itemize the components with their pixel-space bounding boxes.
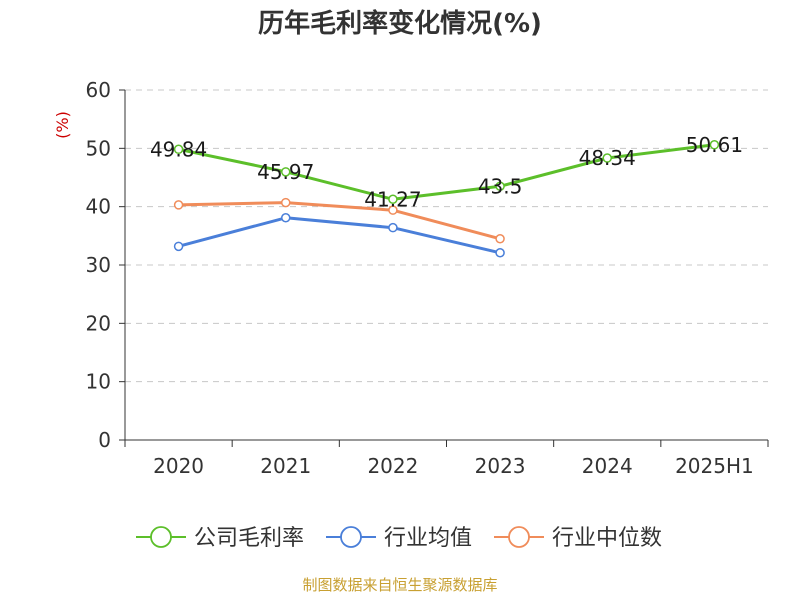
- chart-title: 历年毛利率变化情况(%): [258, 8, 542, 39]
- y-tick-label: 30: [86, 253, 111, 277]
- y-axis-unit-label: (%): [53, 111, 72, 139]
- data-labels: 49.84 45.97 41.27 43.5 48.34 50.61: [150, 133, 743, 211]
- source-note: 制图数据来自恒生聚源数据库: [302, 576, 497, 594]
- series-3: [173, 197, 505, 244]
- x-tick-label: 2021: [260, 454, 311, 478]
- data-point: [281, 197, 291, 208]
- grid-lines: [125, 89, 768, 383]
- series-line: [177, 216, 502, 255]
- data-point: [281, 213, 291, 223]
- data-point: [388, 222, 398, 233]
- axes: 0 10 20 30 40 50 60 2020 2021 2022 2023 2024 2025H1: [86, 78, 769, 478]
- series-line: [177, 143, 716, 201]
- x-tick-label: 2020: [153, 454, 204, 478]
- series-1: [173, 140, 720, 205]
- legend-item-3: 行业中位数: [494, 526, 662, 551]
- data-point: [388, 205, 398, 215]
- data-point: [281, 167, 291, 177]
- series-line: [177, 201, 502, 241]
- data-point: [495, 248, 505, 258]
- data-label: 48.34: [579, 146, 636, 170]
- series-2: [173, 213, 505, 258]
- legend-label: 公司毛利率: [194, 526, 304, 551]
- legend-marker: [340, 526, 362, 548]
- x-tick-label: 2024: [582, 454, 633, 478]
- data-label: 45.97: [257, 160, 314, 184]
- y-tick-label: 0: [98, 428, 111, 452]
- y-tick-label: 10: [86, 370, 111, 394]
- y-tick-label: 60: [86, 78, 111, 102]
- data-label: 43.5: [478, 174, 523, 198]
- y-tick-label: 20: [86, 311, 111, 335]
- x-tick-label: 2025H1: [675, 454, 754, 478]
- legend-item-1: 公司毛利率: [136, 526, 304, 551]
- data-point: [602, 153, 612, 163]
- data-point: [173, 241, 184, 252]
- legend-label: 行业中位数: [552, 526, 662, 551]
- data-point: [173, 144, 184, 155]
- data-point: [173, 200, 184, 210]
- data-point: [709, 140, 720, 150]
- data-point: [495, 181, 505, 191]
- x-tick-label: 2022: [367, 454, 418, 478]
- legend-item-2: 行业均值: [326, 526, 472, 551]
- data-point: [495, 234, 505, 244]
- legend-label: 行业均值: [384, 526, 472, 551]
- legend-marker: [508, 526, 530, 548]
- y-tick-label: 40: [86, 195, 111, 219]
- y-tick-label: 50: [86, 136, 111, 160]
- x-tick-label: 2023: [475, 454, 526, 478]
- plot-area: [173, 140, 720, 258]
- data-point: [388, 194, 398, 205]
- data-label: 50.61: [686, 133, 743, 157]
- data-label: 49.84: [150, 137, 207, 161]
- legend: 公司毛利率 行业均值 行业中位数: [136, 526, 662, 551]
- data-label: 41.27: [364, 187, 421, 211]
- legend-marker: [150, 526, 172, 548]
